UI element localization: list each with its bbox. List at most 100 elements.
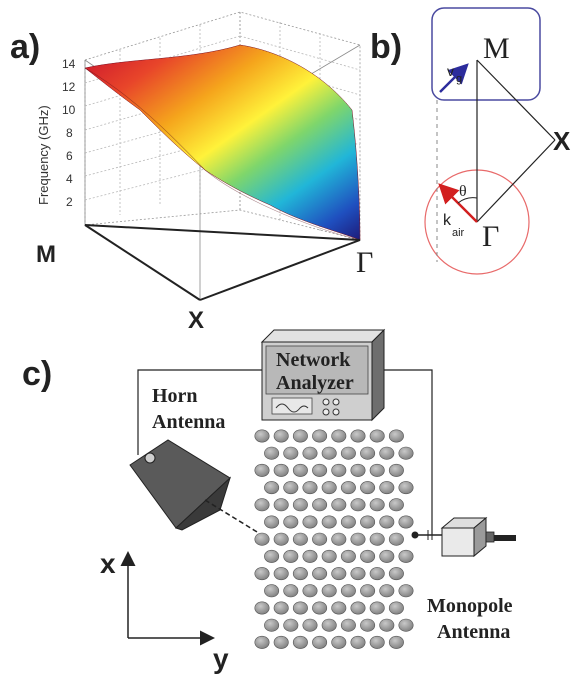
lattice-hole	[331, 601, 347, 615]
lattice-hole	[264, 549, 280, 563]
lattice-hole	[331, 429, 347, 443]
lattice-hole	[331, 532, 347, 546]
lattice-hole	[398, 515, 414, 529]
lattice-hole	[369, 635, 385, 649]
lattice-hole	[312, 498, 328, 512]
lattice-hole	[292, 635, 308, 649]
vertex-m-label: M	[483, 32, 510, 65]
lattice-hole	[398, 584, 414, 598]
lattice-hole	[302, 515, 318, 529]
y-tick-2: 2	[66, 195, 73, 209]
theta-arc	[457, 197, 478, 204]
lattice-hole	[292, 601, 308, 615]
lattice-hole	[264, 515, 280, 529]
lattice-hole	[254, 532, 270, 546]
lattice-hole	[331, 635, 347, 649]
y-tick-6: 6	[66, 149, 73, 163]
monopole-antenna-label-line1: Monopole	[427, 595, 513, 617]
axis-x-label: x	[100, 548, 116, 579]
lattice-hole	[273, 601, 289, 615]
lattice-hole	[292, 567, 308, 581]
dispersion-surface	[84, 44, 361, 241]
lattice-hole	[360, 549, 376, 563]
lattice-hole	[321, 515, 337, 529]
lattice-hole	[283, 584, 299, 598]
lattice-hole	[264, 446, 280, 460]
network-analyzer-label-line1: Network	[276, 349, 351, 371]
vg-label-sub: g	[456, 73, 462, 85]
network-analyzer-label-line2: Analyzer	[276, 372, 354, 394]
lattice-hole	[360, 618, 376, 632]
lattice-hole	[273, 532, 289, 546]
lattice-hole	[264, 584, 280, 598]
lattice-hole	[273, 463, 289, 477]
lattice-hole	[340, 549, 356, 563]
y-tick-10: 10	[62, 103, 76, 117]
lattice-hole	[292, 498, 308, 512]
vg-label-main: v	[447, 63, 454, 79]
lattice-hole	[321, 549, 337, 563]
velocity-box	[431, 7, 541, 101]
lattice-hole	[264, 618, 280, 632]
lattice-hole	[321, 446, 337, 460]
lattice-hole	[340, 446, 356, 460]
lattice-hole	[398, 618, 414, 632]
lattice-hole	[312, 601, 328, 615]
lattice-hole	[350, 532, 366, 546]
cables	[137, 369, 433, 535]
lattice-hole	[388, 601, 404, 615]
lattice-hole	[312, 429, 328, 443]
theta-label: θ	[459, 183, 467, 200]
lattice-hole	[350, 567, 366, 581]
lattice-hole	[321, 481, 337, 495]
lattice-hole	[264, 481, 280, 495]
lattice-hole	[360, 481, 376, 495]
lattice-hole	[369, 429, 385, 443]
lattice-hole	[398, 549, 414, 563]
monopole-antenna-label-line2: Antenna	[437, 621, 510, 643]
photonic-crystal-array	[254, 429, 414, 649]
lattice-hole	[312, 635, 328, 649]
monopole-antenna[interactable]: Monopole Antenna	[411, 516, 517, 643]
lattice-hole	[388, 532, 404, 546]
lattice-hole	[369, 532, 385, 546]
lattice-hole	[379, 481, 395, 495]
group-velocity-arrow	[439, 63, 469, 93]
lattice-hole	[379, 446, 395, 460]
lattice-hole	[254, 429, 270, 443]
horn-antenna-label-line2: Antenna	[152, 411, 225, 433]
lattice-hole	[321, 584, 337, 598]
lattice-hole	[331, 498, 347, 512]
lattice-hole	[360, 515, 376, 529]
axis-y-label: y	[213, 643, 229, 674]
lattice-hole	[379, 584, 395, 598]
lattice-hole	[369, 601, 385, 615]
panel-b: b) M X Γ v g k air θ	[370, 7, 571, 275]
horn-antenna[interactable]: Horn Antenna	[129, 385, 263, 536]
panel-c: c) Network Analyzer Horn	[22, 328, 517, 674]
lattice-hole	[360, 584, 376, 598]
panel-a-base	[84, 224, 361, 301]
lattice-hole	[302, 446, 318, 460]
lattice-hole	[292, 429, 308, 443]
lattice-hole	[254, 601, 270, 615]
lattice-hole	[331, 463, 347, 477]
lattice-hole	[369, 498, 385, 512]
lattice-hole	[340, 584, 356, 598]
lattice-hole	[273, 635, 289, 649]
lattice-hole	[350, 601, 366, 615]
lattice-hole	[388, 567, 404, 581]
horn-antenna-label-line1: Horn	[152, 385, 198, 407]
lattice-hole	[292, 463, 308, 477]
xy-axes: x y	[100, 548, 229, 674]
network-analyzer[interactable]: Network Analyzer	[260, 328, 386, 422]
y-tick-4: 4	[66, 172, 73, 186]
lattice-hole	[312, 463, 328, 477]
y-tick-8: 8	[66, 126, 73, 140]
lattice-hole	[350, 463, 366, 477]
corner-label-gamma: Γ	[356, 246, 373, 279]
lattice-hole	[292, 532, 308, 546]
panel-b-label: b)	[370, 28, 402, 66]
lattice-hole	[283, 618, 299, 632]
